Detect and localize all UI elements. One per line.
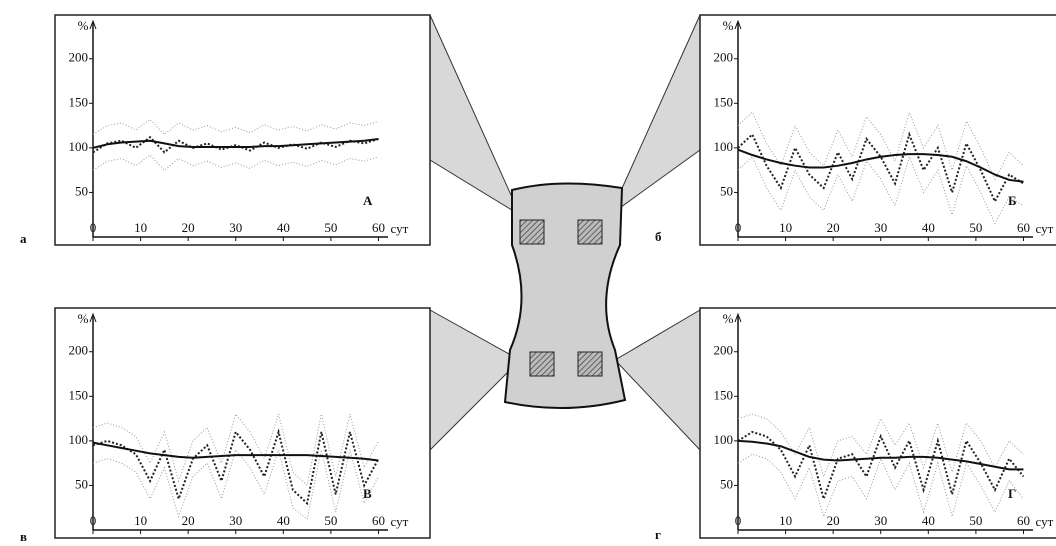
x-tick-label: 50 xyxy=(969,513,982,528)
y-tick-label: 200 xyxy=(69,50,89,65)
y-tick-label: 100 xyxy=(714,139,734,154)
x-axis-label: сут xyxy=(390,221,408,236)
figure: %501001502000102030405060сутАа%501001502… xyxy=(0,0,1056,546)
x-tick-label: 20 xyxy=(182,513,195,528)
x-tick-label: 40 xyxy=(277,513,290,528)
y-tick-label: 150 xyxy=(714,387,734,402)
y-tick-label: 200 xyxy=(69,343,89,358)
panel: % 50 100 150 200 0 10 20 30 40 50 60 сут В xyxy=(55,308,430,538)
specimen xyxy=(505,183,625,408)
callout xyxy=(615,310,700,450)
y-tick-label: 100 xyxy=(714,432,734,447)
y-tick-label: 100 xyxy=(69,139,89,154)
y-axis-label: % xyxy=(78,311,89,326)
x-axis-label: сут xyxy=(390,514,408,529)
y-tick-label: 150 xyxy=(69,94,89,109)
x-tick-label: 30 xyxy=(229,513,242,528)
x-tick-label: 30 xyxy=(229,220,242,235)
panel-frame xyxy=(55,15,430,245)
panel: % 50 100 150 200 0 10 20 30 40 50 60 сут А xyxy=(55,15,430,245)
y-tick-label: 200 xyxy=(714,343,734,358)
sample-site xyxy=(530,352,554,376)
x-tick-label: 60 xyxy=(372,220,385,235)
y-tick-label: 150 xyxy=(714,94,734,109)
x-tick-label: 60 xyxy=(1017,220,1030,235)
callout xyxy=(610,15,700,215)
x-tick-label: 10 xyxy=(134,513,147,528)
y-axis-label: % xyxy=(78,18,89,33)
x-tick-label: 30 xyxy=(874,220,887,235)
x-tick-label: 40 xyxy=(922,513,935,528)
x-tick-label: 40 xyxy=(277,220,290,235)
x-tick-label: 50 xyxy=(324,220,337,235)
panel-label: г xyxy=(655,527,661,542)
panel: % 50 100 150 200 0 10 20 30 40 50 60 сут Г xyxy=(700,308,1056,538)
x-tick-label: 60 xyxy=(1017,513,1030,528)
panel-letter: Б xyxy=(1008,193,1017,208)
y-axis-label: % xyxy=(723,18,734,33)
x-tick-label: 40 xyxy=(922,220,935,235)
x-tick-label: 0 xyxy=(735,513,742,528)
x-tick-label: 20 xyxy=(827,220,840,235)
x-tick-label: 0 xyxy=(735,220,742,235)
x-tick-label: 20 xyxy=(182,220,195,235)
x-tick-label: 20 xyxy=(827,513,840,528)
y-tick-label: 100 xyxy=(69,432,89,447)
sample-site xyxy=(520,220,544,244)
sample-site xyxy=(578,352,602,376)
panel-letter: Г xyxy=(1008,486,1016,501)
y-axis-label: % xyxy=(723,311,734,326)
y-tick-label: 50 xyxy=(720,183,733,198)
sample-site xyxy=(578,220,602,244)
panel-label: б xyxy=(655,229,662,244)
panel-frame xyxy=(55,308,430,538)
y-tick-label: 150 xyxy=(69,387,89,402)
y-tick-label: 50 xyxy=(720,476,733,491)
x-tick-label: 10 xyxy=(134,220,147,235)
panel-label: в xyxy=(20,529,27,544)
x-axis-label: сут xyxy=(1035,221,1053,236)
x-tick-label: 50 xyxy=(324,513,337,528)
panel-letter: А xyxy=(363,193,373,208)
x-tick-label: 50 xyxy=(969,220,982,235)
x-tick-label: 10 xyxy=(779,220,792,235)
y-tick-label: 50 xyxy=(75,476,88,491)
x-tick-label: 60 xyxy=(372,513,385,528)
y-tick-label: 200 xyxy=(714,50,734,65)
panel-label: а xyxy=(20,231,27,246)
panel-letter: В xyxy=(363,486,372,501)
x-tick-label: 30 xyxy=(874,513,887,528)
panel-frame xyxy=(700,15,1056,245)
callout xyxy=(430,15,520,215)
panel: % 50 100 150 200 0 10 20 30 40 50 60 сут Б xyxy=(700,15,1056,245)
y-tick-label: 50 xyxy=(75,183,88,198)
x-tick-label: 0 xyxy=(90,220,97,235)
x-tick-label: 10 xyxy=(779,513,792,528)
panel-frame xyxy=(700,308,1056,538)
x-axis-label: сут xyxy=(1035,514,1053,529)
x-tick-label: 0 xyxy=(90,513,97,528)
specimen-body xyxy=(505,183,625,408)
